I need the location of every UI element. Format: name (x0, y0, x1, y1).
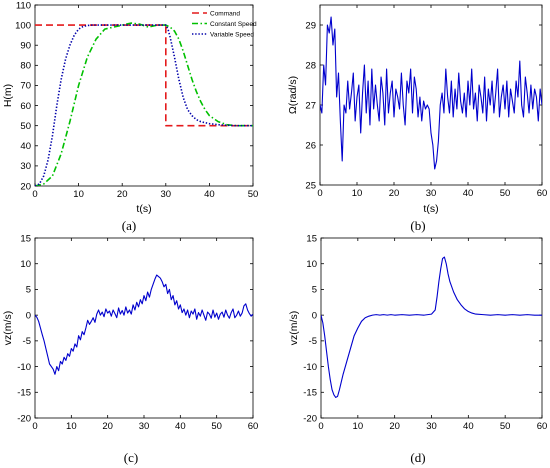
x-tick-label: 10 (73, 189, 84, 200)
x-tick-label: 30 (426, 188, 437, 199)
y-tick-label: -15 (17, 388, 31, 399)
series-line-variable-speed (35, 24, 253, 186)
y-tick-label: 70 (20, 81, 31, 92)
chart-panel-4: 0 10 20 30 40 50 60 -20 -15 -10 -5 0 5 10 15 vz(m/s) (d) (288, 233, 547, 465)
x-tick-label: 0 (32, 421, 37, 432)
x-tick-label: 10 (353, 421, 364, 432)
series-line-1 (320, 16, 542, 170)
x-tick-label: 0 (318, 421, 323, 432)
series-line-1 (321, 256, 542, 398)
y-tick-label: 25 (305, 180, 316, 191)
y-tick-label: 15 (306, 233, 317, 244)
y-tick-label: 100 (15, 20, 31, 31)
x-tick-label: 40 (175, 421, 186, 432)
y-axis-label: vz(m/s) (288, 311, 300, 345)
y-tick-label: 0 (26, 310, 31, 321)
series-line-1 (35, 274, 253, 375)
y-tick-label: -10 (17, 362, 31, 373)
x-tick-label: 0 (317, 188, 322, 199)
x-tick-label: 20 (389, 421, 400, 432)
y-tick-label: -20 (303, 413, 317, 424)
x-tick-label: 0 (32, 189, 37, 200)
panel-label: (d) (410, 450, 425, 465)
x-tick-label: 20 (102, 421, 113, 432)
y-tick-label: 27 (305, 100, 316, 111)
y-tick-label: 5 (26, 285, 31, 296)
x-tick-label: 40 (463, 421, 474, 432)
y-tick-label: 110 (16, 0, 31, 11)
legend-box (190, 6, 253, 42)
y-tick-label: 40 (20, 141, 31, 152)
x-tick-label: 30 (139, 421, 150, 432)
y-tick-label: 10 (306, 259, 317, 270)
plot-frame (34, 237, 254, 419)
x-tick-label: 50 (500, 421, 511, 432)
chart-panel-3: 0 10 20 30 40 50 60 -20 -15 -10 -5 0 5 10 15 vz(m/s) (c) (2, 233, 258, 465)
plot-frame (320, 237, 543, 419)
x-tick-label: 60 (248, 421, 259, 432)
x-tick-label: 10 (352, 188, 363, 199)
y-tick-label: 26 (305, 140, 316, 151)
series-line-constant-speed (35, 22, 253, 186)
x-tick-label: 20 (389, 188, 400, 199)
y-tick-label: -10 (303, 362, 317, 373)
legend-entry: Command (210, 10, 240, 17)
legend-entry: Constant Speed (210, 21, 257, 28)
x-tick-label: 10 (66, 421, 77, 432)
y-axis-label: H(m) (2, 84, 14, 107)
plot-frame (319, 4, 543, 186)
x-tick-label: 30 (161, 189, 172, 200)
series-line-command (35, 24, 253, 127)
panel-label: (c) (124, 450, 138, 465)
y-tick-label: -5 (23, 336, 31, 347)
y-tick-label: 30 (20, 161, 31, 172)
x-tick-label: 40 (463, 188, 474, 199)
y-tick-label: 28 (305, 60, 316, 71)
x-tick-label: 30 (426, 421, 437, 432)
chart-panel-1: 0 10 20 30 40 50 20 30 40 50 60 70 80 90 100 110 t(s) H(m… (2, 0, 258, 233)
x-tick-label: 50 (211, 421, 222, 432)
x-axis-label: t(s) (136, 203, 151, 215)
x-tick-label: 60 (537, 421, 548, 432)
y-axis-label: Ω(rad/s) (287, 76, 299, 114)
y-tick-label: 80 (20, 61, 31, 72)
panel-label: (a) (122, 218, 136, 233)
plot-frame (34, 4, 254, 187)
y-tick-label: 60 (20, 101, 31, 112)
x-tick-label: 20 (117, 189, 128, 200)
y-tick-label: 20 (20, 181, 31, 192)
y-tick-label: 50 (20, 121, 31, 132)
y-tick-label: 5 (312, 285, 317, 296)
y-tick-label: -20 (17, 413, 31, 424)
chart-panel-2: 0 10 20 30 40 50 60 25 26 27 28 29 t(s) Ω(rad/s) (b) (287, 4, 548, 233)
y-axis-label: vz(m/s) (2, 311, 14, 345)
legend: Command Constant Speed Variable Speed (190, 6, 257, 42)
y-tick-label: 90 (20, 41, 31, 52)
y-tick-label: 0 (312, 310, 317, 321)
y-tick-label: 29 (305, 20, 316, 31)
y-tick-label: -15 (303, 388, 317, 399)
x-tick-label: 60 (537, 188, 548, 199)
x-tick-label: 50 (500, 188, 511, 199)
panel-label: (b) (410, 218, 425, 233)
x-tick-label: 40 (204, 189, 215, 200)
y-tick-label: 10 (20, 259, 31, 270)
x-axis-label: t(s) (423, 203, 438, 215)
y-tick-label: 15 (20, 233, 31, 244)
x-tick-label: 50 (248, 189, 259, 200)
y-tick-label: -5 (309, 336, 317, 347)
legend-entry: Variable Speed (210, 31, 254, 38)
